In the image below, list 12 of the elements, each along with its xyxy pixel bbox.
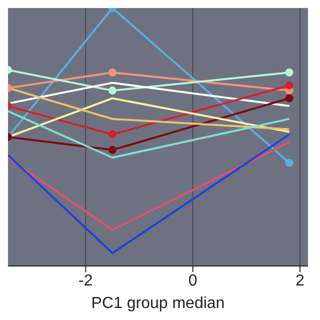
x-tick-label: 0 <box>188 272 198 290</box>
x-tick-label: 2 <box>296 272 305 290</box>
point <box>285 94 294 102</box>
point <box>285 68 294 76</box>
point <box>285 158 294 167</box>
point <box>108 68 116 76</box>
point <box>108 86 116 95</box>
x-tick-label: -2 <box>78 272 93 290</box>
point <box>108 146 116 154</box>
x-axis-title: PC1 group median <box>91 295 225 312</box>
point <box>285 81 294 90</box>
point <box>108 130 116 138</box>
